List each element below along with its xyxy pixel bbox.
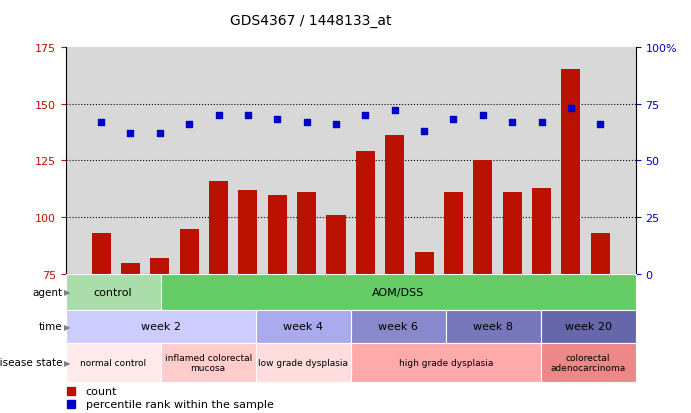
- Bar: [91, 234, 111, 275]
- Point: [536, 119, 547, 126]
- Point: [389, 108, 400, 114]
- Text: week 4: week 4: [283, 321, 323, 331]
- Point: [95, 119, 106, 126]
- Bar: [326, 216, 346, 275]
- Point: [360, 112, 371, 119]
- Bar: [66, 275, 160, 310]
- Bar: [350, 343, 540, 382]
- Text: inflamed colorectal
mucosa: inflamed colorectal mucosa: [164, 353, 252, 372]
- Bar: [502, 193, 522, 275]
- Point: [595, 121, 606, 128]
- Text: GDS4367 / 1448133_at: GDS4367 / 1448133_at: [230, 14, 392, 28]
- Point: [213, 112, 224, 119]
- Bar: [256, 343, 350, 382]
- Point: [477, 112, 489, 119]
- Point: [448, 117, 459, 123]
- Text: count: count: [86, 386, 117, 396]
- Bar: [591, 234, 609, 275]
- Point: [301, 119, 312, 126]
- Text: week 6: week 6: [378, 321, 418, 331]
- Bar: [238, 191, 258, 275]
- Bar: [561, 70, 580, 275]
- Bar: [66, 310, 256, 343]
- Bar: [297, 193, 316, 275]
- Point: [419, 128, 430, 135]
- Text: ▶: ▶: [64, 288, 70, 297]
- Text: normal control: normal control: [80, 358, 146, 367]
- Bar: [160, 343, 256, 382]
- Point: [330, 121, 341, 128]
- Text: week 2: week 2: [141, 321, 180, 331]
- Bar: [66, 343, 160, 382]
- Bar: [415, 252, 434, 275]
- Bar: [121, 263, 140, 275]
- Bar: [540, 343, 636, 382]
- Text: week 20: week 20: [565, 321, 612, 331]
- Text: week 8: week 8: [473, 321, 513, 331]
- Text: colorectal
adenocarcinoma: colorectal adenocarcinoma: [551, 353, 626, 372]
- Text: high grade dysplasia: high grade dysplasia: [399, 358, 493, 367]
- Text: time: time: [39, 321, 62, 331]
- Text: disease state: disease state: [0, 357, 62, 368]
- Bar: [356, 152, 375, 275]
- Point: [243, 112, 254, 119]
- Bar: [150, 259, 169, 275]
- Text: control: control: [94, 287, 133, 297]
- Text: agent: agent: [32, 287, 62, 297]
- Bar: [180, 229, 199, 275]
- Bar: [209, 182, 228, 275]
- Bar: [385, 136, 404, 275]
- Point: [184, 121, 195, 128]
- Bar: [473, 161, 493, 275]
- Bar: [350, 310, 446, 343]
- Bar: [444, 193, 463, 275]
- Text: ▶: ▶: [64, 322, 70, 331]
- Bar: [160, 275, 636, 310]
- Point: [565, 106, 576, 112]
- Text: percentile rank within the sample: percentile rank within the sample: [86, 399, 274, 409]
- Bar: [540, 310, 636, 343]
- Point: [125, 131, 136, 137]
- Bar: [446, 310, 540, 343]
- Text: AOM/DSS: AOM/DSS: [372, 287, 424, 297]
- Bar: [267, 195, 287, 275]
- Point: [507, 119, 518, 126]
- Bar: [256, 310, 350, 343]
- Bar: [532, 188, 551, 275]
- Text: ▶: ▶: [64, 358, 70, 367]
- Point: [154, 131, 165, 137]
- Text: low grade dysplasia: low grade dysplasia: [258, 358, 348, 367]
- Point: [272, 117, 283, 123]
